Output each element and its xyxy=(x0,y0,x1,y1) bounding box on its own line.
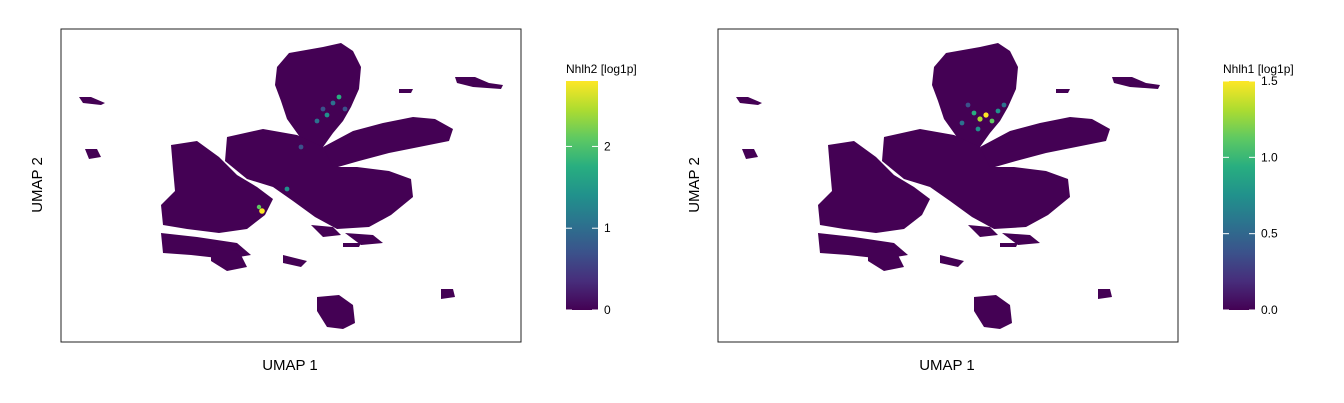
hotspot-point xyxy=(959,120,965,126)
hotspot-point xyxy=(256,204,262,210)
colorbar-tick-label: 0.5 xyxy=(1261,227,1278,241)
expression-hotspots xyxy=(256,94,348,214)
hotspot-point xyxy=(298,144,304,150)
hotspot-point xyxy=(983,112,989,118)
hotspot-point xyxy=(995,108,1001,114)
hotspot-point xyxy=(314,118,320,124)
hotspot-point xyxy=(342,106,348,112)
colorbar xyxy=(1223,81,1255,310)
hotspot-point xyxy=(989,118,995,124)
panel-1: UMAP 1 UMAP 2 Nhlh2 [log1p] 0 1 2 xyxy=(29,28,637,374)
colorbar-ticks: 0.0 0.5 1.0 1.5 xyxy=(1223,74,1278,317)
hotspot-point xyxy=(971,110,977,116)
expression-hotspots xyxy=(959,102,1007,132)
hotspot-point xyxy=(284,186,290,192)
panel-2: UMAP 1 UMAP 2 Nhlh1 [log1p] 0.0 0.5 1.0 1.5 xyxy=(686,28,1294,374)
colorbar-tick-label: 1.0 xyxy=(1261,150,1278,164)
hotspot-point xyxy=(324,112,330,118)
colorbar-tick-label: 1 xyxy=(604,221,611,235)
hotspot-point xyxy=(977,116,983,122)
colorbar-tick-label: 2 xyxy=(604,139,611,153)
hotspot-point xyxy=(1001,102,1007,108)
hotspot-point xyxy=(975,126,981,132)
colorbar-tick-label: 0 xyxy=(604,303,611,317)
colorbar-title: Nhlh1 [log1p] xyxy=(1223,62,1294,76)
colorbar-tick-label: 1.5 xyxy=(1261,74,1278,88)
hotspot-point xyxy=(259,208,265,214)
hotspot-point xyxy=(965,102,971,108)
hotspot-point xyxy=(330,100,336,106)
x-axis-label: UMAP 1 xyxy=(919,357,975,374)
x-axis-label: UMAP 1 xyxy=(262,357,318,374)
hotspot-point xyxy=(336,94,342,100)
colorbar-tick-label: 0.0 xyxy=(1261,303,1278,317)
colorbar xyxy=(566,81,598,310)
colorbar-ticks: 0 1 2 xyxy=(566,139,611,317)
colorbar-title: Nhlh2 [log1p] xyxy=(566,62,637,76)
y-axis-label: UMAP 2 xyxy=(686,157,703,213)
hotspot-point xyxy=(320,106,326,112)
y-axis-label: UMAP 2 xyxy=(29,157,46,213)
